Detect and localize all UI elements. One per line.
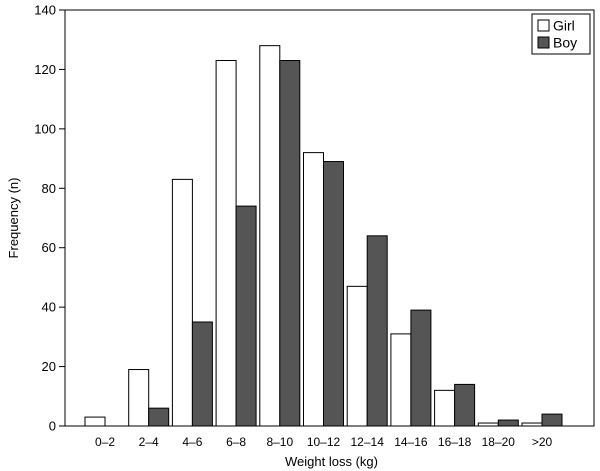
- bar-boy: [148, 407, 170, 427]
- axis-layer: 0 20 40 60 80 100 120 140 0–2 2–4 4–6 6–8 8–10 10–12 1…: [34, 3, 595, 449]
- bar-boy: [454, 383, 476, 427]
- y-tick-label: 60: [42, 240, 56, 255]
- x-tick-label: 16–18: [438, 435, 472, 449]
- x-tick-label: 14–16: [394, 435, 428, 449]
- x-tick-label: 4–6: [182, 435, 202, 449]
- y-axis-title: Frequency (n): [6, 178, 21, 259]
- bar-girl: [84, 416, 106, 427]
- bars-layer: [84, 45, 563, 427]
- bar-boy: [366, 235, 388, 427]
- bar-girl: [346, 285, 368, 427]
- bar-boy: [410, 309, 432, 427]
- x-tick-label: 8–10: [266, 435, 293, 449]
- y-tick-label: 0: [49, 419, 56, 434]
- x-tick-label: 6–8: [226, 435, 246, 449]
- x-tick-label: 2–4: [139, 435, 159, 449]
- bar-girl: [171, 178, 193, 427]
- bar-boy: [279, 60, 301, 427]
- bar-girl: [390, 333, 412, 427]
- legend-swatch-boy: [537, 36, 550, 49]
- plot-frame: [64, 9, 595, 427]
- x-tick-label: 0–2: [95, 435, 115, 449]
- y-tick-label: 120: [34, 62, 56, 77]
- bar-girl: [128, 369, 150, 427]
- bar-boy: [541, 413, 563, 427]
- y-tick-label: 80: [42, 181, 56, 196]
- y-tick-label: 40: [42, 300, 56, 315]
- x-axis-title: Weight loss (kg): [285, 454, 378, 469]
- bar-boy: [235, 205, 257, 427]
- bar-girl: [434, 389, 456, 427]
- legend-label-boy: Boy: [553, 35, 577, 51]
- x-tick-label: >20: [532, 435, 553, 449]
- legend-label-girl: Girl: [553, 18, 575, 34]
- legend-swatch-girl: [537, 19, 550, 32]
- y-tick-label: 140: [34, 3, 56, 18]
- bar-boy: [497, 419, 519, 427]
- bar-girl: [215, 60, 237, 427]
- legend: Girl Boy: [531, 13, 591, 55]
- bar-boy: [191, 321, 213, 427]
- bar-girl: [303, 152, 324, 427]
- x-tick-label: 10–12: [307, 435, 341, 449]
- x-tick-label: 12–14: [351, 435, 385, 449]
- bar-girl: [259, 45, 281, 427]
- bar-boy: [323, 161, 344, 427]
- x-tick-label: 18–20: [482, 435, 516, 449]
- y-tick-label: 100: [34, 121, 56, 136]
- y-tick-label: 20: [42, 359, 56, 374]
